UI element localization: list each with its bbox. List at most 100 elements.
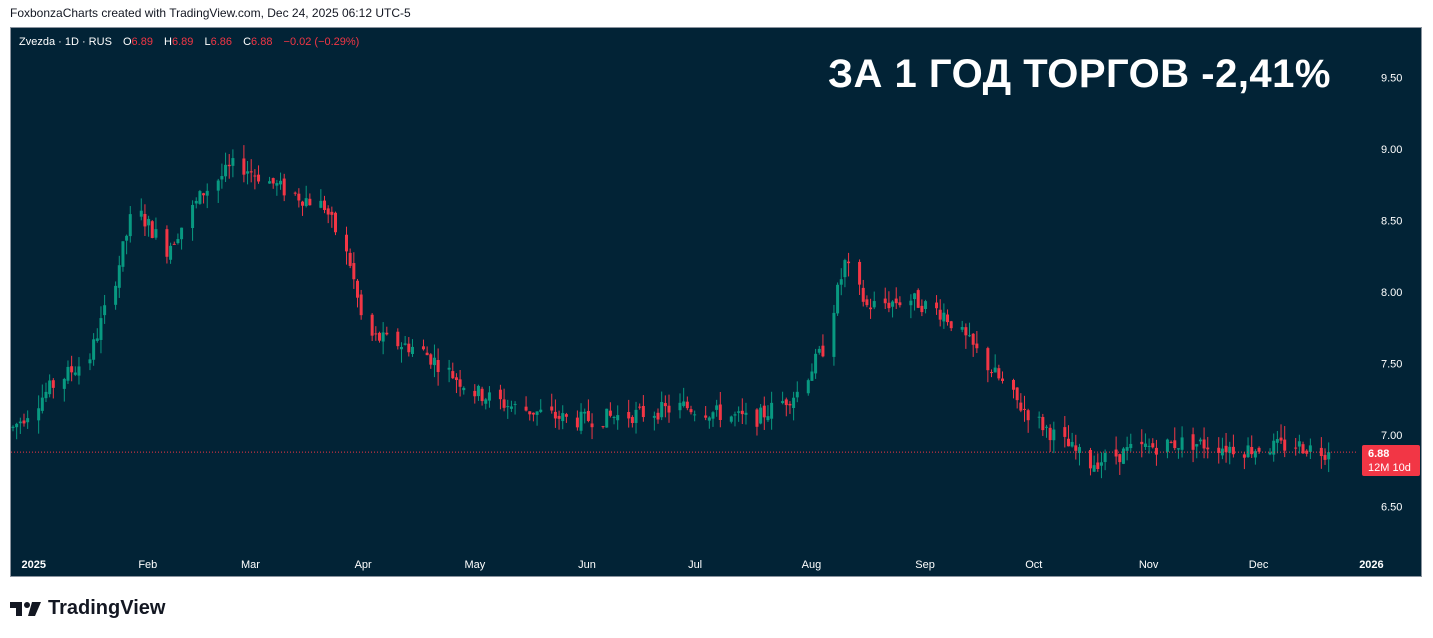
symbol-name[interactable]: Zvezda · 1D · RUS (19, 36, 112, 48)
candle-body[interactable] (92, 339, 96, 360)
candle-body[interactable] (975, 343, 979, 349)
candle-body[interactable] (858, 261, 862, 285)
candle-body[interactable] (689, 409, 693, 413)
candle-body[interactable] (524, 406, 528, 411)
candle-body[interactable] (601, 426, 605, 428)
candle-body[interactable] (1022, 408, 1026, 410)
candle-body[interactable] (103, 305, 107, 316)
candle-body[interactable] (48, 380, 52, 395)
candle-body[interactable] (220, 176, 224, 180)
candle-body[interactable] (37, 408, 41, 421)
candle-body[interactable] (194, 200, 198, 204)
candle-body[interactable] (40, 397, 44, 411)
candle-body[interactable] (891, 301, 895, 307)
candlestick-chart[interactable]: 9.50 9.00 8.50 8.00 7.50 7.00 6.50 2025 Feb Mar Ap… (11, 28, 1421, 576)
candle-body[interactable] (1283, 439, 1287, 451)
candle-body[interactable] (22, 420, 26, 424)
candle-body[interactable] (634, 409, 638, 423)
candle-body[interactable] (1242, 454, 1246, 458)
candle-body[interactable] (993, 367, 997, 373)
candle-body[interactable] (707, 417, 711, 421)
candle-body[interactable] (586, 410, 590, 421)
candle-body[interactable] (88, 359, 92, 364)
candle-body[interactable] (1224, 445, 1228, 453)
candle-body[interactable] (964, 327, 968, 336)
candle-body[interactable] (949, 321, 953, 329)
candle-body[interactable] (454, 377, 458, 381)
candle-body[interactable] (729, 416, 733, 422)
candle-body[interactable] (355, 280, 359, 298)
candle-body[interactable] (887, 302, 891, 309)
candle-body[interactable] (1301, 444, 1305, 454)
candle-body[interactable] (531, 412, 535, 415)
candle-body[interactable] (202, 193, 206, 196)
candle-body[interactable] (271, 178, 275, 184)
candle-body[interactable] (11, 426, 15, 428)
candle-body[interactable] (297, 193, 301, 201)
candle-body[interactable] (1037, 416, 1041, 418)
candle-body[interactable] (766, 416, 770, 421)
candle-body[interactable] (909, 300, 913, 306)
candle-body[interactable] (1092, 465, 1096, 472)
candle-body[interactable] (128, 214, 132, 237)
candle-body[interactable] (396, 331, 400, 347)
candle-body[interactable] (246, 171, 250, 174)
candle-body[interactable] (535, 411, 539, 415)
candle-body[interactable] (960, 326, 964, 330)
candle-body[interactable] (1165, 439, 1169, 452)
candle-body[interactable] (165, 229, 169, 257)
candle-body[interactable] (612, 417, 616, 419)
candle-body[interactable] (1088, 450, 1092, 469)
candle-body[interactable] (920, 305, 924, 313)
candle-body[interactable] (476, 385, 480, 397)
candle-body[interactable] (693, 414, 697, 416)
candle-body[interactable] (733, 414, 737, 416)
candle-body[interactable] (986, 348, 990, 371)
candle-body[interactable] (759, 407, 763, 424)
candle-body[interactable] (678, 402, 682, 411)
candle-body[interactable] (663, 403, 667, 407)
candle-body[interactable] (513, 403, 517, 405)
candle-body[interactable] (95, 338, 99, 341)
candle-body[interactable] (117, 265, 121, 288)
candle-body[interactable] (1231, 446, 1235, 455)
candle-body[interactable] (1114, 449, 1118, 457)
candle-body[interactable] (1305, 450, 1309, 454)
candle-body[interactable] (898, 302, 902, 306)
candle-body[interactable] (407, 343, 411, 353)
candle-body[interactable] (938, 309, 942, 320)
candle-body[interactable] (66, 366, 70, 381)
candle-body[interactable] (1228, 446, 1232, 453)
candle-body[interactable] (667, 405, 671, 413)
candle-body[interactable] (1012, 379, 1016, 390)
candle-body[interactable] (1041, 417, 1045, 431)
candle-body[interactable] (821, 345, 825, 357)
candle-body[interactable] (51, 380, 55, 388)
candle-body[interactable] (421, 346, 425, 350)
candle-body[interactable] (1063, 427, 1067, 437)
candle-body[interactable] (1319, 447, 1323, 457)
candle-body[interactable] (473, 390, 477, 397)
candle-body[interactable] (172, 243, 176, 245)
candle-body[interactable] (15, 423, 19, 428)
candle-body[interactable] (1026, 410, 1030, 421)
candle-body[interactable] (883, 298, 887, 304)
candle-body[interactable] (1250, 446, 1254, 455)
candle-body[interactable] (1176, 448, 1180, 450)
candle-body[interactable] (1206, 447, 1210, 450)
candle-body[interactable] (1154, 447, 1158, 455)
candle-body[interactable] (77, 366, 81, 376)
candle-body[interactable] (968, 335, 972, 337)
candle-body[interactable] (656, 412, 660, 420)
candle-body[interactable] (377, 332, 381, 341)
candle-body[interactable] (308, 198, 312, 206)
candle-body[interactable] (652, 415, 656, 418)
candle-body[interactable] (1169, 441, 1173, 443)
candle-body[interactable] (553, 411, 557, 419)
candle-body[interactable] (942, 312, 946, 322)
candle-body[interactable] (1143, 443, 1147, 447)
candle-body[interactable] (814, 353, 818, 374)
candle-body[interactable] (704, 415, 708, 418)
candle-body[interactable] (125, 235, 129, 241)
candle-body[interactable] (832, 312, 836, 357)
